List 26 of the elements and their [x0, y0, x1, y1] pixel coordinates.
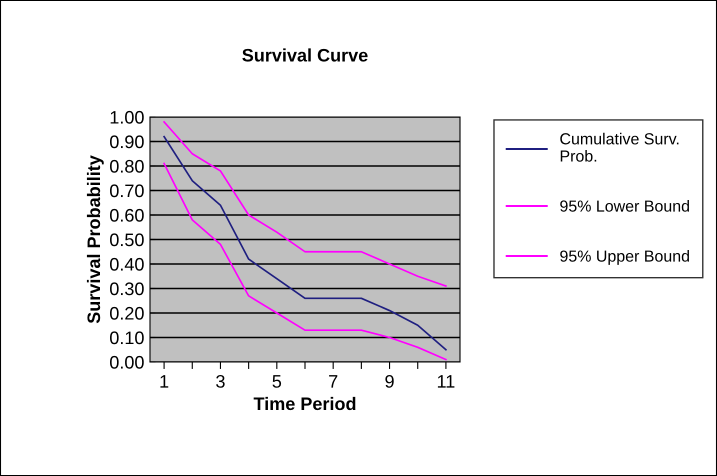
- y-tick-label: 0.80: [110, 160, 144, 173]
- x-axis-title: Time Period: [254, 396, 356, 410]
- legend-label: 95% Upper Bound: [560, 250, 689, 265]
- y-tick-label: 0.10: [110, 331, 144, 344]
- y-tick-label: 0.00: [110, 356, 144, 369]
- x-tick-label: 7: [329, 375, 338, 388]
- x-tick-label: 5: [272, 375, 282, 388]
- line-series: [163, 162, 447, 360]
- x-tick-label: 11: [438, 375, 454, 388]
- y-tick-label: 0.60: [110, 208, 144, 222]
- y-axis-title: Survival Probability: [86, 155, 104, 324]
- y-tick-label: 0.20: [110, 306, 144, 320]
- x-tick-label: 1: [160, 375, 168, 388]
- legend-label: Cumulative Surv. Prob.: [560, 132, 678, 162]
- y-tick-label: 0.50: [110, 233, 144, 246]
- line-series: [163, 136, 447, 351]
- legend-label: 95% Lower Bound: [560, 200, 689, 212]
- x-tick-label: 9: [385, 374, 394, 388]
- line-series: [163, 121, 447, 287]
- y-tick-label: 0.30: [110, 282, 144, 296]
- y-tick-label: 1.00: [110, 110, 144, 124]
- chart-title: Survival Curve: [242, 48, 368, 62]
- x-tick-label: 3: [216, 374, 225, 388]
- y-tick-label: 0.90: [110, 135, 144, 148]
- y-tick-label: 0.40: [110, 258, 144, 271]
- y-tick-label: 0.70: [110, 184, 144, 198]
